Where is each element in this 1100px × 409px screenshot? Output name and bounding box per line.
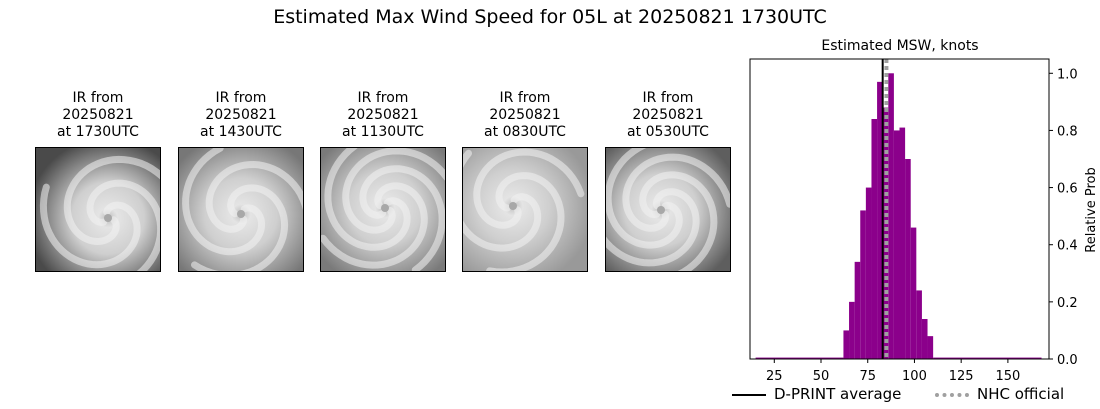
legend-nhc-label: NHC official — [977, 385, 1065, 403]
y-tick-label: 1.0 — [1057, 67, 1078, 82]
y-tick-label: 0.2 — [1057, 296, 1078, 311]
x-tick-label: 50 — [813, 369, 830, 384]
y-tick-label: 0.6 — [1057, 182, 1078, 197]
msw-histogram: Estimated MSW, knots 25 50 75 100 125 150 0.0… — [749, 38, 1099, 384]
caption-line: IR from — [642, 90, 694, 106]
x-tick-label: 75 — [859, 369, 876, 384]
histogram-bar — [849, 301, 855, 359]
histogram-bar — [877, 81, 883, 359]
histogram-bar — [860, 210, 866, 359]
histogram-bar — [843, 330, 850, 359]
caption-line: IR from — [357, 90, 409, 106]
histogram-bar — [910, 227, 917, 359]
caption-time: at 1430UTC — [200, 124, 282, 140]
legend-dprint: D-PRINT average — [732, 385, 901, 403]
caption-date: 20250821 — [632, 107, 704, 123]
storm-imagery — [36, 148, 160, 271]
panel-caption: IR from 20250821 at 1730UTC — [35, 90, 161, 141]
legend-dprint-label: D-PRINT average — [774, 385, 902, 403]
caption-date: 20250821 — [489, 107, 561, 123]
storm-imagery — [606, 148, 730, 271]
storm-imagery — [321, 148, 445, 271]
satellite-image — [178, 147, 304, 272]
caption-line: IR from — [499, 90, 551, 106]
x-tick-label: 150 — [995, 369, 1020, 384]
caption-date: 20250821 — [62, 107, 134, 123]
y-axis: 0.0 0.2 0.4 0.6 0.8 1.0 — [1049, 67, 1078, 368]
x-tick-label: 100 — [902, 369, 927, 384]
y-tick-label: 0.0 — [1057, 353, 1078, 368]
satellite-image — [35, 147, 161, 272]
plot-frame — [749, 58, 1050, 360]
histogram-bar — [927, 336, 934, 359]
caption-time: at 0830UTC — [484, 124, 566, 140]
satellite-image — [605, 147, 731, 272]
histogram-bar — [893, 130, 900, 359]
figure-title: Estimated Max Wind Speed for 05L at 2025… — [273, 6, 827, 28]
histogram-bar — [755, 357, 844, 359]
caption-date: 20250821 — [205, 107, 277, 123]
y-axis-label: Relative Prob — [1084, 167, 1099, 252]
histogram-bar — [865, 187, 872, 359]
chart-title: Estimated MSW, knots — [821, 38, 978, 54]
satellite-image — [320, 147, 446, 272]
histogram-bar — [888, 73, 894, 360]
x-tick-label: 25 — [766, 369, 783, 384]
histogram-bars — [755, 73, 1042, 360]
histogram-bar — [854, 261, 861, 359]
solid-line-swatch — [732, 393, 766, 396]
histogram-bar — [899, 127, 906, 359]
panel-caption: IR from 20250821 at 1130UTC — [320, 90, 446, 141]
caption-date: 20250821 — [347, 107, 419, 123]
caption-time: at 1130UTC — [342, 124, 424, 140]
caption-time: at 1730UTC — [57, 124, 139, 140]
caption-line: IR from — [215, 90, 267, 106]
histogram-bar — [933, 357, 1042, 359]
storm-imagery — [463, 148, 587, 271]
legend-nhc: NHC official — [935, 385, 1064, 403]
y-tick-label: 0.8 — [1057, 124, 1078, 139]
ir-panel-4: IR from 20250821 at 0830UTC — [462, 90, 588, 272]
panel-caption: IR from 20250821 at 1430UTC — [178, 90, 304, 141]
dotted-line-swatch — [935, 392, 969, 397]
caption-time: at 0530UTC — [627, 124, 709, 140]
y-tick-label: 0.4 — [1057, 239, 1078, 254]
histogram-bar — [916, 290, 922, 359]
x-axis: 25 50 75 100 125 150 — [766, 359, 1020, 384]
x-tick-label: 125 — [949, 369, 974, 384]
ir-panel-1: IR from 20250821 at 1730UTC — [35, 90, 161, 272]
histogram-bar — [921, 319, 928, 359]
ir-panel-5: IR from 20250821 at 0530UTC — [605, 90, 731, 272]
panel-caption: IR from 20250821 at 0830UTC — [462, 90, 588, 141]
histogram-bar — [905, 159, 911, 359]
histogram-bar — [882, 107, 889, 359]
ir-panel-2: IR from 20250821 at 1430UTC — [178, 90, 304, 272]
caption-line: IR from — [72, 90, 124, 106]
panel-caption: IR from 20250821 at 0530UTC — [605, 90, 731, 141]
histogram-bar — [871, 119, 878, 359]
ir-panel-3: IR from 20250821 at 1130UTC — [320, 90, 446, 272]
satellite-image — [462, 147, 588, 272]
storm-imagery — [179, 148, 303, 271]
reference-lines — [881, 59, 889, 359]
